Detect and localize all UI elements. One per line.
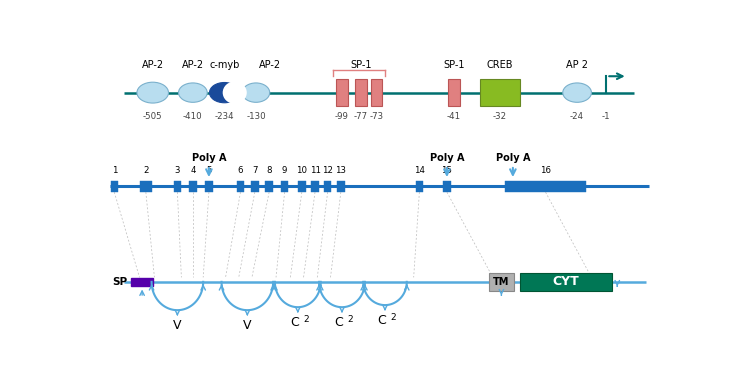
Text: 11: 11 <box>309 166 320 175</box>
Text: 14: 14 <box>414 166 425 175</box>
Bar <box>237 181 244 192</box>
Bar <box>519 273 611 291</box>
Text: 15: 15 <box>442 166 452 175</box>
Bar <box>266 181 273 192</box>
Text: c-myb: c-myb <box>209 60 240 70</box>
Text: SP-1: SP-1 <box>350 60 371 70</box>
Text: Poly A: Poly A <box>496 153 530 163</box>
Text: TM: TM <box>494 277 510 287</box>
Ellipse shape <box>242 83 269 102</box>
Text: -32: -32 <box>493 112 507 121</box>
Ellipse shape <box>178 83 207 102</box>
Bar <box>132 278 152 286</box>
Text: CREB: CREB <box>486 60 513 70</box>
Bar <box>281 181 289 192</box>
Text: -24: -24 <box>570 112 584 121</box>
Ellipse shape <box>137 82 169 103</box>
Text: AP-2: AP-2 <box>259 60 281 70</box>
Bar <box>336 79 348 106</box>
Bar <box>448 79 460 106</box>
Text: 2: 2 <box>303 315 309 324</box>
Text: SP: SP <box>112 277 127 287</box>
Text: -130: -130 <box>246 112 266 121</box>
Text: 2: 2 <box>348 315 353 324</box>
Text: AP-2: AP-2 <box>182 60 204 70</box>
Text: AP-2: AP-2 <box>141 60 164 70</box>
Bar <box>324 181 332 192</box>
Bar <box>488 273 514 291</box>
Text: 16: 16 <box>540 166 551 175</box>
Bar <box>371 79 382 106</box>
Bar <box>174 181 181 192</box>
Bar <box>111 181 118 192</box>
Text: 9: 9 <box>282 166 287 175</box>
Text: -41: -41 <box>447 112 461 121</box>
Text: 2: 2 <box>391 313 397 322</box>
Text: -505: -505 <box>143 112 163 121</box>
Text: SP-1: SP-1 <box>443 60 465 70</box>
Text: 7: 7 <box>252 166 258 175</box>
Bar <box>337 181 345 192</box>
Text: 6: 6 <box>238 166 243 175</box>
Text: C: C <box>334 316 343 329</box>
Text: V: V <box>243 319 252 332</box>
Text: 13: 13 <box>335 166 346 175</box>
Text: -234: -234 <box>215 112 235 121</box>
Text: 2: 2 <box>143 166 149 175</box>
Text: Poly A: Poly A <box>192 153 226 163</box>
Bar <box>416 181 423 192</box>
Text: 12: 12 <box>322 166 333 175</box>
Bar <box>505 181 586 192</box>
Bar <box>251 181 258 192</box>
Text: 5: 5 <box>206 166 212 175</box>
Text: -73: -73 <box>369 112 383 121</box>
Text: 3: 3 <box>175 166 180 175</box>
Text: -410: -410 <box>183 112 203 121</box>
Ellipse shape <box>209 82 239 103</box>
Bar <box>189 181 197 192</box>
Text: -1: -1 <box>602 112 610 121</box>
Ellipse shape <box>563 83 591 102</box>
Bar <box>480 79 519 106</box>
Bar <box>312 181 319 192</box>
Bar <box>298 181 306 192</box>
Text: -77: -77 <box>354 112 368 121</box>
Bar <box>355 79 366 106</box>
Text: C: C <box>291 316 299 329</box>
Bar <box>205 181 212 192</box>
Text: C: C <box>377 314 386 327</box>
Bar <box>443 181 451 192</box>
Text: 10: 10 <box>296 166 307 175</box>
Text: 4: 4 <box>190 166 195 175</box>
Text: -99: -99 <box>335 112 349 121</box>
Text: CYT: CYT <box>552 276 579 288</box>
Ellipse shape <box>223 81 246 104</box>
Text: 8: 8 <box>266 166 272 175</box>
Text: AP 2: AP 2 <box>566 60 588 70</box>
Text: V: V <box>173 319 181 332</box>
Bar <box>140 181 152 192</box>
Text: 1: 1 <box>112 166 117 175</box>
Text: Poly A: Poly A <box>430 153 464 163</box>
